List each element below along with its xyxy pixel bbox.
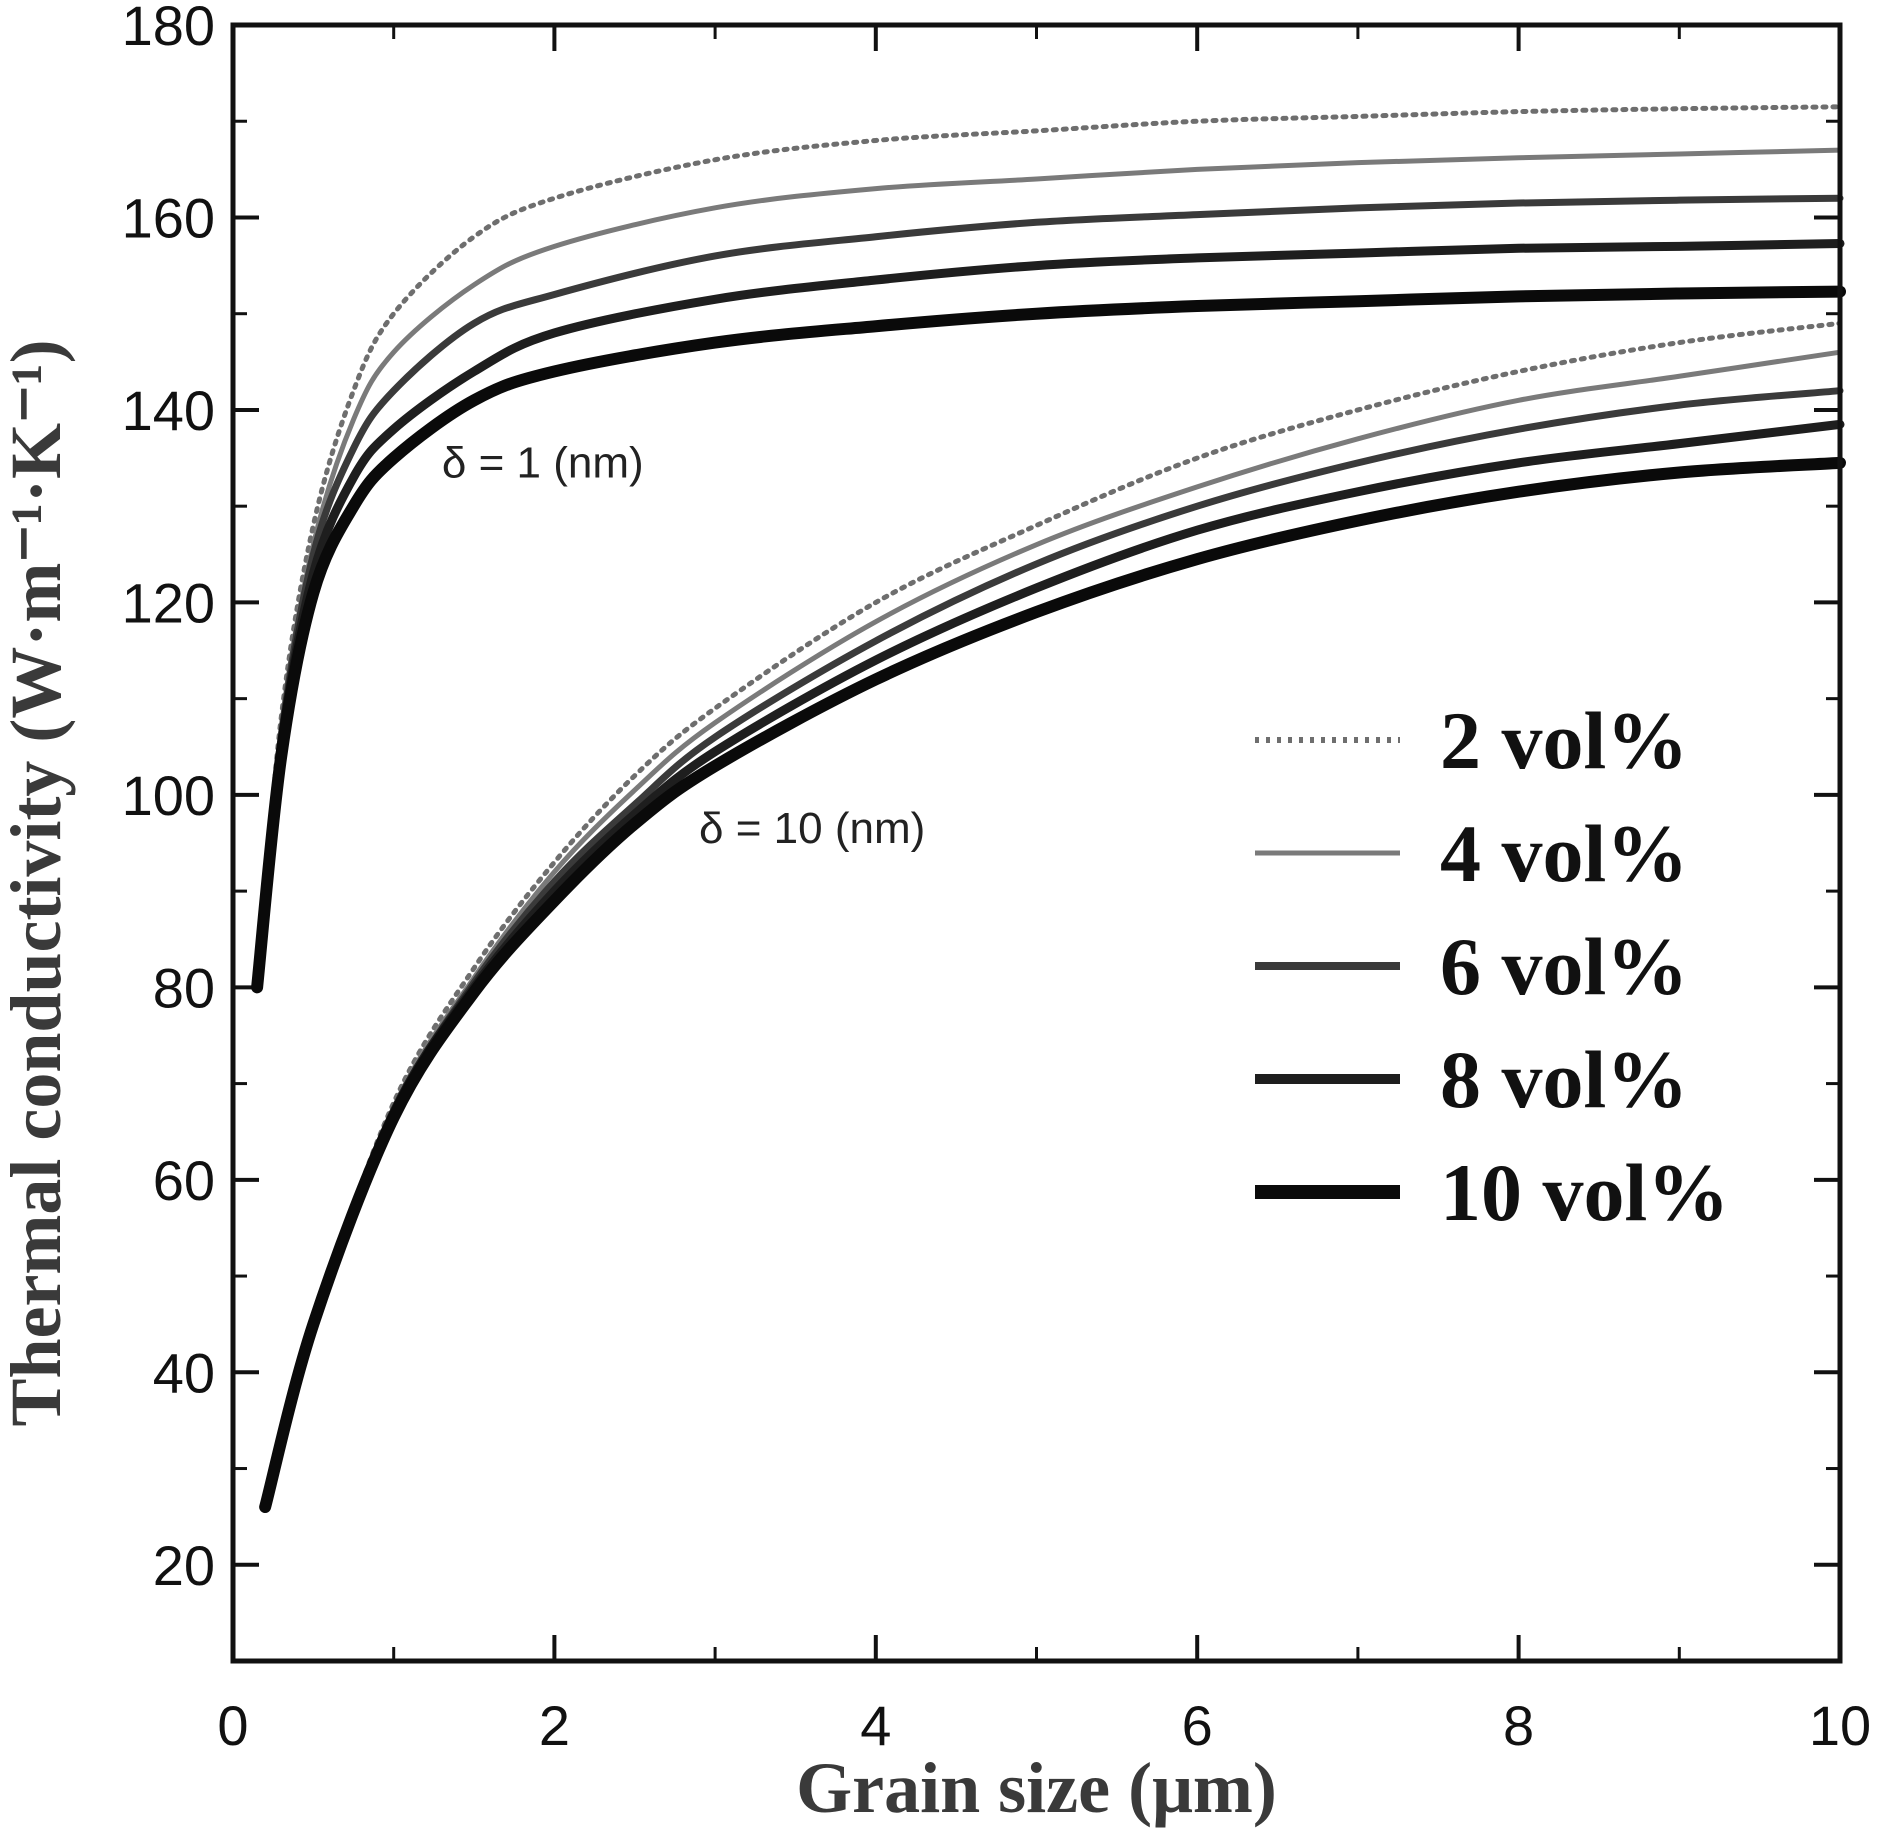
y-tick-label: 140 bbox=[122, 379, 215, 442]
x-tick-label: 4 bbox=[860, 1694, 891, 1757]
x-tick-label: 2 bbox=[539, 1694, 570, 1757]
plot-frame bbox=[230, 22, 1843, 1664]
series-line-2-vol-delta-10nm bbox=[262, 320, 1843, 1510]
legend: 2 vol% 4 vol% 6 vol% 8 vol% 10 vol% bbox=[1255, 695, 1729, 1238]
y-tick-label: 80 bbox=[153, 956, 215, 1019]
annotations: δ = 1 (nm) δ = 10 (nm) bbox=[442, 438, 925, 853]
y-tick-label: 100 bbox=[122, 764, 215, 827]
annotation-label: δ = 10 (nm) bbox=[699, 804, 925, 853]
series-line-10-vol-delta-1nm bbox=[251, 285, 1846, 994]
y-axis-title: Thermal conductivity (W·m⁻¹·K⁻¹) bbox=[0, 339, 76, 1426]
y-tick-label: 160 bbox=[122, 186, 215, 249]
y-tick-label: 20 bbox=[153, 1534, 215, 1597]
plot-border bbox=[230, 22, 1843, 1664]
y-tick-label: 60 bbox=[153, 1149, 215, 1212]
legend-label: 2 vol% bbox=[1440, 695, 1688, 786]
x-tick-label: 10 bbox=[1809, 1694, 1871, 1757]
legend-label: 8 vol% bbox=[1440, 1034, 1688, 1125]
series-line-2-vol-delta-1nm bbox=[254, 104, 1843, 990]
legend-label: 4 vol% bbox=[1440, 808, 1688, 899]
legend-label: 6 vol% bbox=[1440, 921, 1688, 1012]
series-line-10-vol-delta-10nm bbox=[259, 456, 1846, 1514]
y-tick-label: 180 bbox=[122, 0, 215, 57]
x-tick-label: 0 bbox=[217, 1694, 248, 1757]
y-tick-label: 40 bbox=[153, 1341, 215, 1404]
series-lines bbox=[251, 104, 1846, 1514]
axes: 0 2 4 6 8 10 20 40 60 80 100 120 140 160 180 bbox=[122, 0, 1872, 1757]
annotation-label: δ = 1 (nm) bbox=[442, 438, 644, 487]
x-tick-label: 8 bbox=[1503, 1694, 1534, 1757]
x-axis-title: Grain size (μm) bbox=[796, 1748, 1277, 1828]
series-line-6-vol-delta-1nm bbox=[253, 194, 1844, 991]
y-tick-label: 120 bbox=[122, 571, 215, 634]
x-tick-label: 6 bbox=[1182, 1694, 1213, 1757]
legend-label: 10 vol% bbox=[1440, 1147, 1729, 1238]
